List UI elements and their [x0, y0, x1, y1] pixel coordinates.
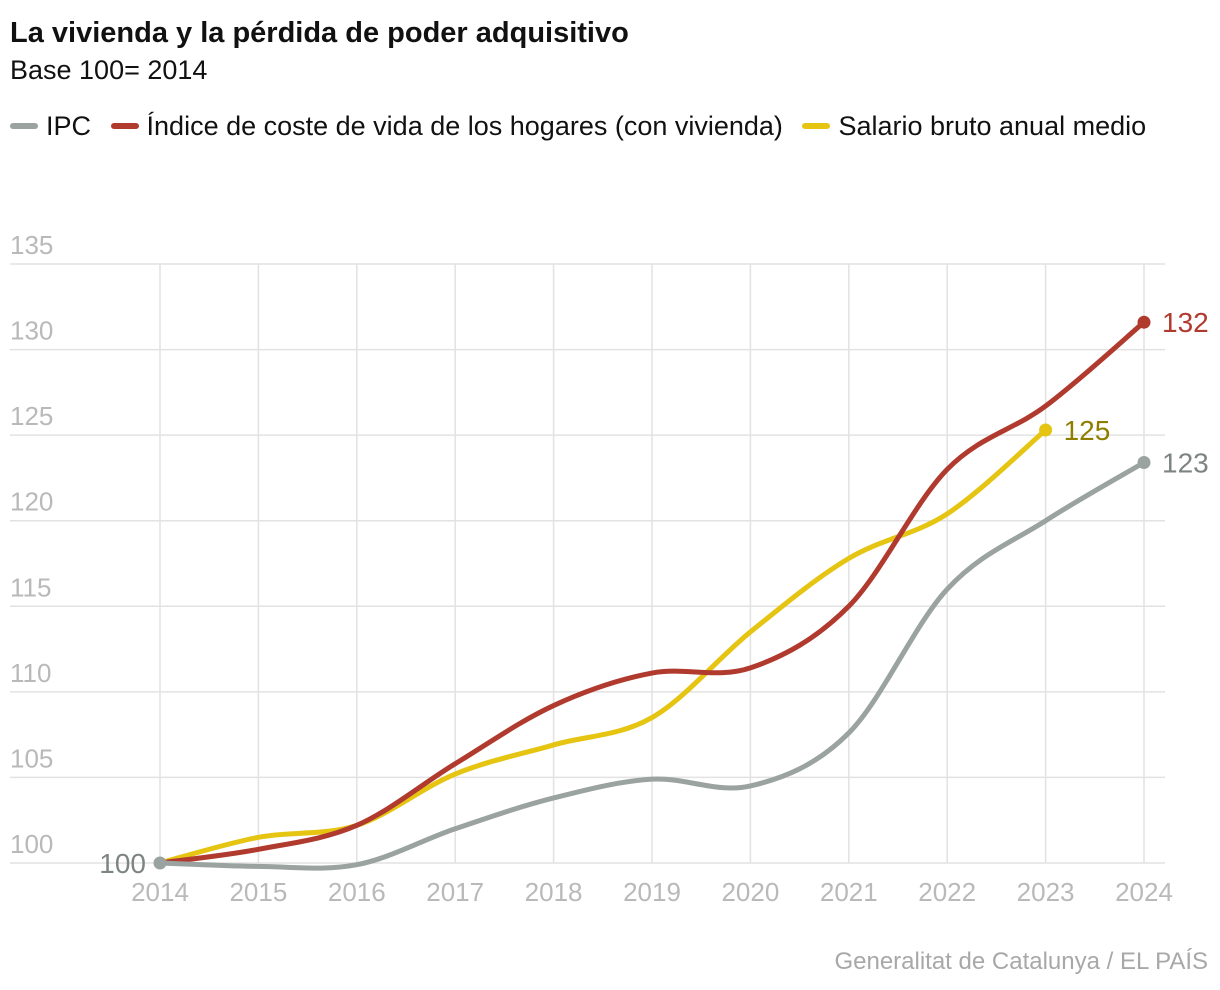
end-dot	[153, 856, 167, 870]
y-tick-label: 130	[10, 316, 53, 346]
legend-label: Índice de coste de vida de los hogares (…	[146, 111, 783, 141]
x-tick-label: 2016	[328, 877, 386, 907]
legend-swatch	[110, 122, 139, 129]
legend-item: IPC	[10, 111, 91, 141]
legend-swatch	[802, 122, 831, 129]
x-tick-label: 2021	[820, 877, 878, 907]
y-tick-label: 105	[10, 743, 53, 773]
y-tick-label: 115	[10, 572, 51, 602]
y-tick-label: 120	[10, 487, 53, 517]
end-dot	[1137, 456, 1151, 470]
chart-title: La vivienda y la pérdida de poder adquis…	[10, 17, 629, 49]
legend-item: Índice de coste de vida de los hogares (…	[110, 111, 783, 141]
series-line	[157, 319, 1147, 866]
legend-item: Salario bruto anual medio	[802, 111, 1146, 141]
x-tick-label: 2024	[1115, 877, 1173, 907]
value-label: 132	[1162, 307, 1209, 338]
value-label: 123	[1162, 448, 1209, 479]
x-tick-label: 2017	[426, 877, 484, 907]
y-tick-label: 125	[10, 401, 53, 431]
y-tick-label: 135	[10, 230, 53, 260]
legend-label: Salario bruto anual medio	[838, 111, 1147, 141]
value-label: 100	[99, 848, 146, 879]
y-tick-label: 100	[10, 829, 53, 859]
end-dot	[1137, 315, 1151, 329]
x-tick-label: 2020	[721, 877, 779, 907]
legend-label: IPC	[46, 111, 92, 141]
legend-swatch	[10, 122, 38, 129]
x-tick-label: 2015	[229, 877, 287, 907]
value-label: 125	[1064, 415, 1111, 446]
header: La vivienda y la pérdida de poder adquis…	[10, 14, 1210, 148]
legend: IPC Índice de coste de vida de los hogar…	[10, 104, 1160, 148]
y-tick-label: 110	[10, 658, 51, 688]
x-tick-label: 2023	[1017, 877, 1075, 907]
x-tick-label: 2014	[131, 877, 189, 907]
end-dot	[1039, 423, 1053, 437]
series-line	[157, 427, 1049, 866]
series-line	[157, 460, 1147, 871]
source: Generalitat de Catalunya / EL PAÍS	[834, 948, 1208, 975]
x-tick-label: 2018	[525, 877, 583, 907]
x-tick-label: 2019	[623, 877, 681, 907]
x-tick-label: 2022	[918, 877, 976, 907]
chart-subtitle: Base 100= 2014	[10, 55, 208, 85]
